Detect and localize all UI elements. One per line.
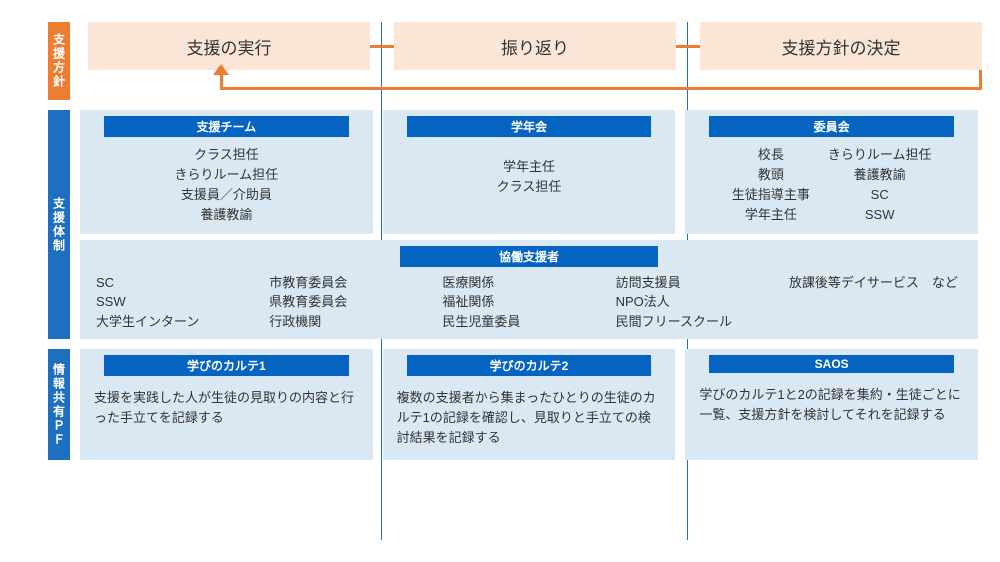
row-policy: 支援方針 支援の実行振り返り支援方針の決定 [48,22,978,100]
system-card-body-2: 校長教頭生徒指導主事学年主任きらりルーム担任養護教諭SCSSW [685,141,978,234]
collab-col-4: 放課後等デイサービス など [789,273,962,332]
collab-col-1: 市教育委員会県教育委員会行政機関 [269,273,442,332]
diagram-container: 支援方針 支援の実行振り返り支援方針の決定 支援体制 支援チームクラス担任きらり… [48,22,978,470]
loop-arrow-head [213,64,229,75]
pf-card-header-1: 学びのカルテ2 [407,355,652,376]
system-card-1: 学年会学年主任クラス担任 [383,110,676,234]
system-card-0: 支援チームクラス担任きらりルーム担任支援員／介助員養護教諭 [80,110,373,234]
policy-box-1: 振り返り [394,22,676,70]
system-card-header-2: 委員会 [709,116,954,137]
collab-col-2: 医療関係福祉関係民生児童委員 [442,273,615,332]
row-label-policy: 支援方針 [48,22,70,100]
system-body: 支援チームクラス担任きらりルーム担任支援員／介助員養護教諭学年会学年主任クラス担… [70,110,978,339]
connector-1 [676,45,700,48]
pf-card-header-2: SAOS [709,355,954,373]
policy-box-2: 支援方針の決定 [700,22,982,70]
pf-card-0: 学びのカルテ1 支援を実践した人が生徒の見取りの内容と行った手立てを記録する [80,349,373,460]
collab-card: 協働支援者 SCSSW大学生インターン市教育委員会県教育委員会行政機関医療関係福祉… [80,240,978,340]
system-top-row: 支援チームクラス担任きらりルーム担任支援員／介助員養護教諭学年会学年主任クラス担… [80,110,978,234]
system-card-2: 委員会校長教頭生徒指導主事学年主任きらりルーム担任養護教諭SCSSW [685,110,978,234]
pf-card-body-2: 学びのカルテ1と2の記録を集約・生徒ごとに一覧、支援方針を検討してそれを記録する [685,377,978,437]
collab-body: SCSSW大学生インターン市教育委員会県教育委員会行政機関医療関係福祉関係民生児… [80,271,978,340]
system-card-body-1: 学年主任クラス担任 [383,141,676,205]
connector-0 [370,45,394,48]
policy-box-0: 支援の実行 [88,22,370,70]
row-label-pf: 情報共有ＰＦ [48,349,70,460]
pf-card-header-0: 学びのカルテ1 [104,355,349,376]
collab-col-3: 訪問支援員NPO法人民間フリースクール [616,273,789,332]
loop-h [220,87,982,90]
row-pf: 情報共有ＰＦ 学びのカルテ1 支援を実践した人が生徒の見取りの内容と行った手立てを… [48,349,978,460]
system-card-header-1: 学年会 [407,116,652,137]
collab-header: 協働支援者 [400,246,658,267]
system-card-header-0: 支援チーム [104,116,349,137]
row-label-system: 支援体制 [48,110,70,339]
pf-card-1: 学びのカルテ2 複数の支援者から集まったひとりの生徒のカルテ1の記録を確認し、見取… [383,349,676,460]
pf-card-2: SAOS 学びのカルテ1と2の記録を集約・生徒ごとに一覧、支援方針を検討してそれを… [685,349,978,460]
collab-col-0: SCSSW大学生インターン [96,273,269,332]
pf-body: 学びのカルテ1支援を実践した人が生徒の見取りの内容と行った手立てを記録する学びの… [70,349,978,460]
pf-card-body-0: 支援を実践した人が生徒の見取りの内容と行った手立てを記録する [80,380,373,440]
policy-body: 支援の実行振り返り支援方針の決定 [70,22,978,100]
pf-row: 学びのカルテ1支援を実践した人が生徒の見取りの内容と行った手立てを記録する学びの… [80,349,978,460]
pf-card-body-1: 複数の支援者から集まったひとりの生徒のカルテ1の記録を確認し、見取りと手立ての検… [383,380,676,460]
system-card-body-0: クラス担任きらりルーム担任支援員／介助員養護教諭 [80,141,373,234]
row-system: 支援体制 支援チームクラス担任きらりルーム担任支援員／介助員養護教諭学年会学年主… [48,110,978,339]
